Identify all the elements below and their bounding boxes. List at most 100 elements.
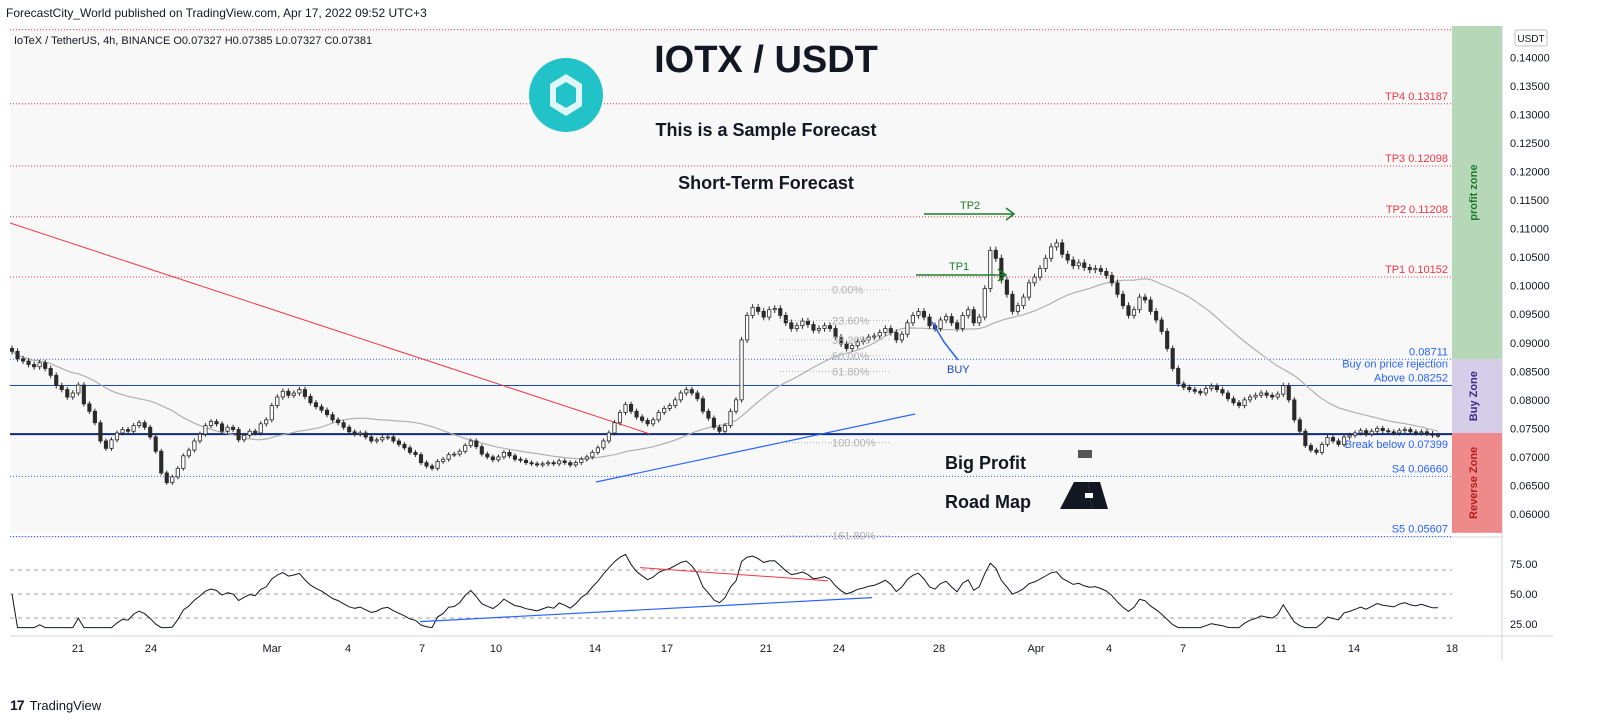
- time-tick: 24: [145, 643, 157, 655]
- candle: [606, 432, 611, 442]
- candle: [1220, 389, 1225, 394]
- candle: [1198, 390, 1203, 394]
- candle: [37, 362, 42, 368]
- candle: [557, 460, 562, 465]
- candle: [269, 405, 274, 421]
- footer: 17 TradingView: [10, 697, 101, 713]
- candle: [1214, 385, 1219, 390]
- candle: [308, 396, 313, 404]
- time-tick: 17: [661, 643, 673, 655]
- candle: [109, 439, 114, 449]
- candle: [1181, 383, 1186, 388]
- candle: [280, 390, 285, 398]
- candle: [32, 364, 37, 368]
- candle: [872, 335, 877, 338]
- candle: [739, 339, 744, 401]
- candle: [347, 426, 352, 433]
- fib-label: 50.00%: [832, 351, 870, 363]
- chart-container[interactable]: TP5 0.14484 TP4 0.13187 TP3 0.12098 TP2 0.1…: [10, 26, 1553, 690]
- candle: [330, 414, 335, 421]
- level-label: S5 0.05607: [1392, 523, 1448, 535]
- price-chart[interactable]: TP5 0.14484 TP4 0.13187 TP3 0.12098 TP2 0.1…: [10, 26, 1553, 690]
- road-icon: [1060, 482, 1092, 509]
- candle: [1375, 428, 1380, 432]
- candle: [1380, 428, 1385, 432]
- candle: [457, 450, 462, 455]
- fib-label: 0.00%: [832, 285, 863, 297]
- rsi-line: [11, 553, 1438, 629]
- candle: [264, 419, 269, 425]
- time-tick: 7: [419, 643, 425, 655]
- candle: [1187, 386, 1192, 390]
- candle: [684, 389, 689, 394]
- candle: [418, 454, 424, 464]
- candle: [1209, 385, 1214, 389]
- chart-title: IOTX / USDT: [654, 39, 878, 81]
- candle: [98, 422, 103, 442]
- candle: [435, 461, 440, 469]
- candle: [1192, 389, 1197, 392]
- candle: [1049, 246, 1054, 259]
- zone-label: profit zone: [1468, 165, 1480, 221]
- candle: [192, 440, 197, 451]
- candle: [778, 308, 783, 316]
- candle: [159, 450, 164, 474]
- candle: [1010, 293, 1015, 312]
- checkered-flag-icon: [1078, 450, 1092, 458]
- candle: [87, 403, 92, 412]
- candle: [153, 436, 158, 452]
- zone-band: [1452, 26, 1502, 360]
- time-tick: Apr: [1027, 643, 1044, 655]
- fib-label: 100.00%: [832, 438, 876, 450]
- candle: [1413, 431, 1418, 434]
- candle: [1076, 262, 1081, 267]
- candle: [441, 458, 446, 462]
- candle: [711, 417, 717, 428]
- candle: [960, 314, 965, 329]
- candle: [1314, 449, 1319, 453]
- fibonacci: 0.00% 23.60% 38.20% 50.00% 61.80% 100.00% 161.…: [780, 285, 890, 543]
- candle: [485, 453, 490, 458]
- candle: [579, 458, 584, 464]
- candle: [1082, 262, 1087, 268]
- candle: [402, 443, 407, 449]
- candle: [783, 314, 788, 324]
- candle: [1037, 268, 1043, 278]
- candle: [999, 257, 1004, 281]
- candle: [1154, 310, 1159, 321]
- candle: [70, 392, 75, 398]
- candle: [164, 472, 169, 484]
- candle: [407, 447, 413, 453]
- time-tick: 11: [1275, 643, 1286, 655]
- candle: [137, 422, 142, 426]
- downtrend-line: [10, 222, 651, 435]
- candle: [767, 309, 772, 318]
- candle: [413, 451, 418, 456]
- price-tick: 0.11500: [1510, 195, 1549, 207]
- candle: [1015, 305, 1020, 312]
- time-tick: 24: [833, 643, 845, 655]
- candle: [20, 358, 26, 362]
- candle: [1330, 437, 1336, 442]
- chart-background: [10, 26, 1553, 661]
- candle: [866, 336, 871, 341]
- candle: [1115, 282, 1120, 295]
- candle: [656, 412, 661, 421]
- candle: [1032, 276, 1037, 284]
- price-tick: 0.07000: [1510, 452, 1550, 464]
- candle: [114, 432, 120, 441]
- price-tick: 0.12500: [1510, 138, 1550, 150]
- price-tick: 0.09500: [1510, 309, 1550, 321]
- candle: [225, 426, 230, 432]
- candle: [955, 322, 960, 329]
- zone-band: [1452, 432, 1502, 533]
- candle: [910, 314, 915, 324]
- candle: [1275, 393, 1280, 398]
- candle: [512, 455, 518, 460]
- candle: [1131, 309, 1137, 316]
- candle: [789, 322, 794, 329]
- time-axis: 21 24 Mar 4 7 10 14 17 21 24 28 Apr 4 7 11 14 18: [72, 643, 1458, 655]
- candle: [43, 362, 48, 369]
- symbol-ohlc: IoTeX / TetherUS, 4h, BINANCE O0.07327 H…: [14, 35, 372, 47]
- candle: [1308, 445, 1313, 451]
